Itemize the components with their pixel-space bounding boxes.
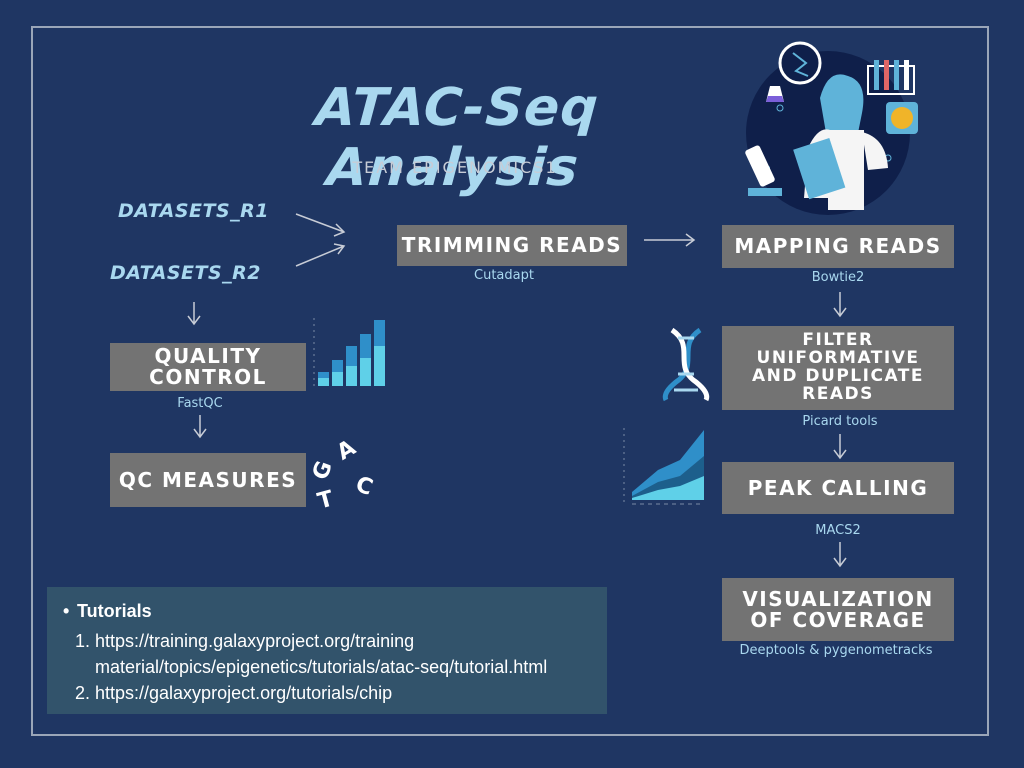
dataset-r2-arrow [295, 243, 346, 267]
letter-t: T [315, 486, 336, 515]
page-subtitle: TEAM EPIGENOMICS1 [352, 158, 558, 177]
nucleotide-letters-decoration: G A C T [308, 435, 382, 518]
qc-measures-box: QC MEASURES [110, 453, 306, 507]
trimming-reads-box: TRIMMING READS [397, 225, 627, 266]
letter-c: C [352, 471, 376, 502]
tutorial-link-1[interactable]: https://training.galaxyproject.org/train… [95, 628, 591, 680]
tutorial-link-2[interactable]: https://galaxyproject.org/tutorials/chip [95, 680, 591, 706]
dataset-r1-arrow [295, 213, 346, 237]
datasets-to-quality-arrow [187, 302, 201, 326]
area-chart-icon [623, 428, 704, 505]
tutorials-heading: Tutorials [63, 601, 591, 622]
trimming-tool-label: Cutadapt [474, 268, 534, 283]
filter-reads-box: FILTER UNIFORMATIVE AND DUPLICATE READS [722, 326, 954, 410]
trimming-to-mapping-arrow [644, 233, 696, 247]
mapping-reads-box: MAPPING READS [722, 225, 954, 268]
border-frame [31, 26, 989, 736]
peak-to-visualization-arrow [833, 542, 847, 568]
quality-control-box: QUALITY CONTROL [110, 343, 306, 391]
peak-tool-label: MACS2 [815, 523, 861, 538]
tutorials-list: https://training.galaxyproject.org/train… [63, 628, 591, 706]
letter-g: G [308, 457, 338, 484]
quality-tool-label: FastQC [177, 396, 223, 411]
page-title: ATAC-Seq Analysis [313, 78, 601, 198]
mapping-tool-label: Bowtie2 [811, 270, 865, 285]
filter-to-peak-arrow [833, 434, 847, 460]
dataset-r2-label: DATASETS_R2 [110, 262, 262, 284]
dna-helix-icon [662, 327, 710, 402]
mapping-to-filter-arrow [833, 292, 847, 318]
bar-chart-icon [313, 318, 385, 386]
letter-a: A [332, 435, 361, 466]
filter-tool-label: Picard tools [802, 414, 878, 429]
tutorials-panel: Tutorials https://training.galaxyproject… [47, 587, 607, 714]
quality-to-measures-arrow [193, 415, 207, 439]
visualization-box: VISUALIZATION OF COVERAGE [722, 578, 954, 641]
scientist-illustration [745, 41, 918, 215]
visualization-tool-label: Deeptools & pygenometracks [739, 643, 933, 658]
dataset-r1-label: DATASETS_R1 [118, 200, 270, 222]
peak-calling-box: PEAK CALLING [722, 462, 954, 514]
